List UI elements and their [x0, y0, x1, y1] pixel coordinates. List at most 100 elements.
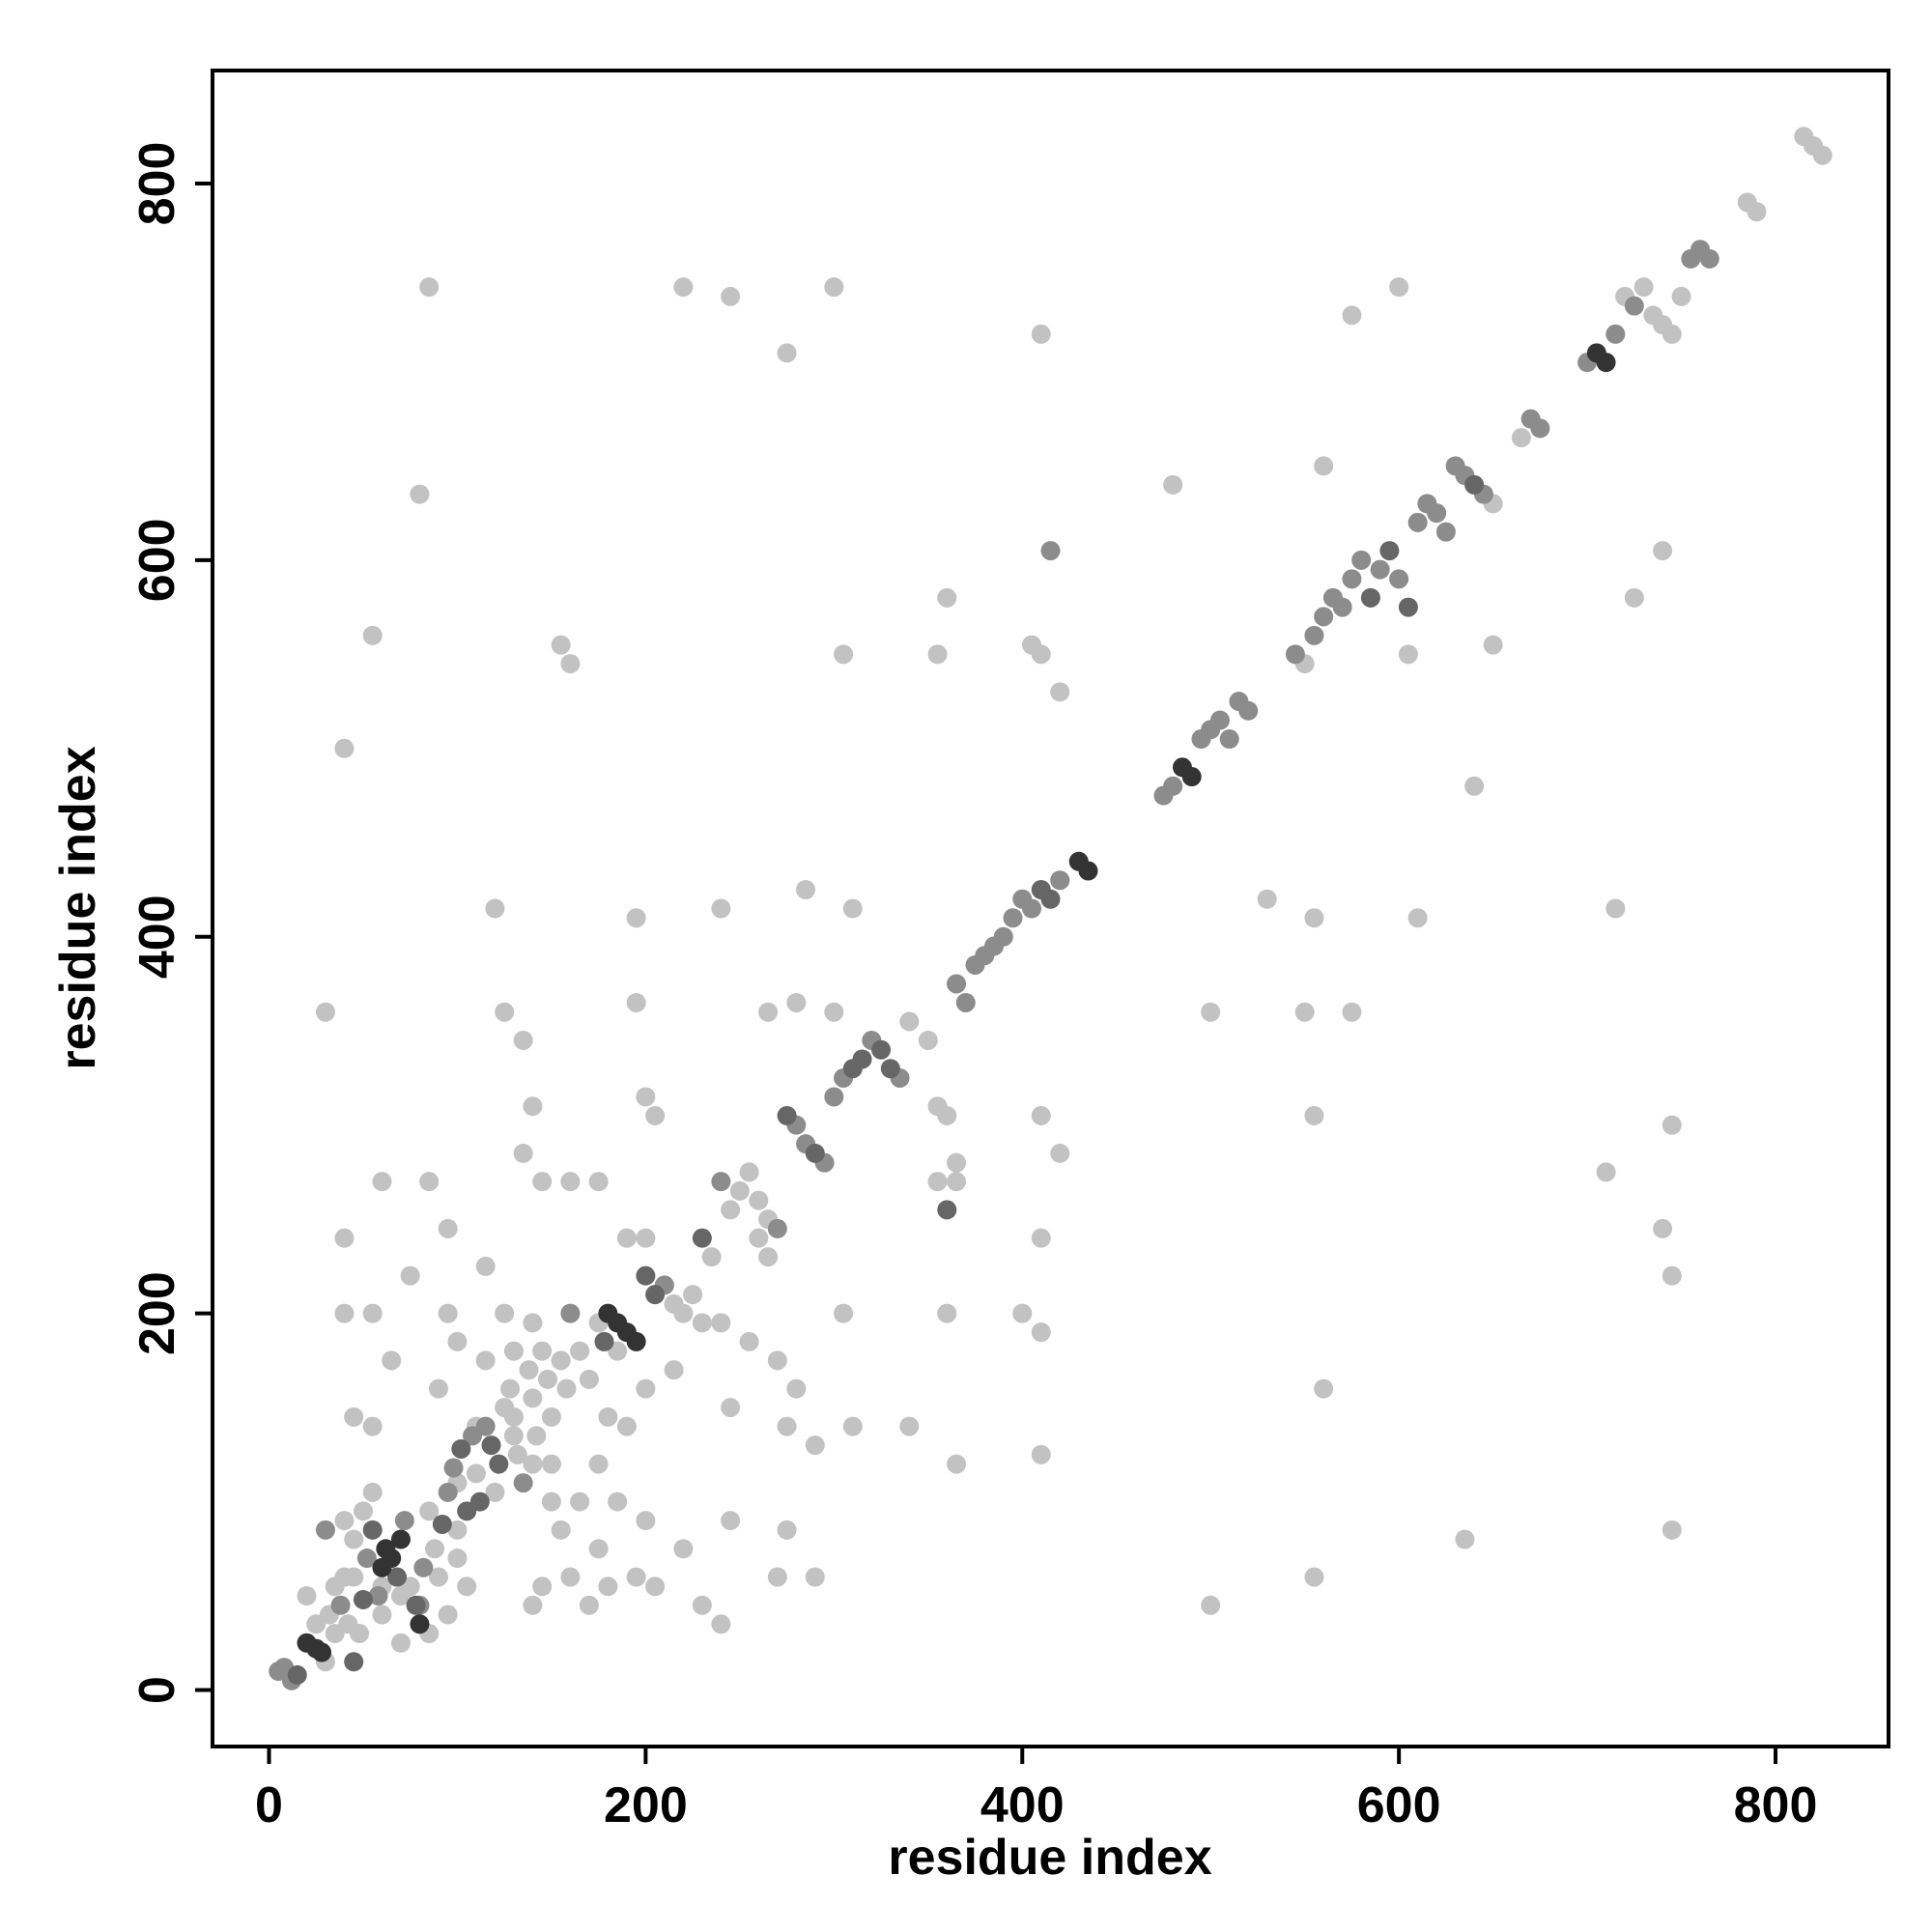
- scatter-point: [425, 1539, 445, 1559]
- scatter-point: [598, 1577, 618, 1597]
- scatter-point: [410, 484, 430, 504]
- scatter-point: [523, 1096, 543, 1117]
- scatter-point: [749, 1228, 769, 1248]
- scatter-point: [1398, 597, 1418, 617]
- scatter-point: [419, 1501, 440, 1521]
- scatter-point: [334, 1511, 355, 1531]
- scatter-point: [538, 1369, 557, 1389]
- scatter-point: [626, 1331, 646, 1351]
- scatter-point: [673, 277, 694, 298]
- scatter-point: [394, 1511, 414, 1531]
- scatter-point: [1031, 1322, 1051, 1343]
- scatter-point: [1031, 1228, 1051, 1248]
- scatter-point: [532, 1172, 553, 1192]
- y-tick-label: 400: [129, 895, 185, 979]
- scatter-point: [1662, 1265, 1682, 1286]
- scatter-point: [937, 1105, 957, 1125]
- scatter-point: [532, 1577, 553, 1597]
- scatter-point: [560, 654, 581, 674]
- scatter-point: [598, 1406, 618, 1427]
- scatter-point: [1634, 277, 1654, 298]
- scatter-point: [721, 1511, 741, 1531]
- scatter-point: [1304, 625, 1324, 645]
- scatter-point: [880, 1059, 900, 1079]
- scatter-point: [1304, 908, 1324, 928]
- scatter-point: [721, 1200, 741, 1220]
- scatter-point: [419, 1172, 440, 1192]
- scatter-point: [871, 1039, 892, 1060]
- scatter-point: [500, 1378, 521, 1399]
- scatter-point: [834, 644, 854, 665]
- scatter-point: [1370, 559, 1390, 580]
- scatter-point: [842, 898, 863, 919]
- scatter-point: [626, 908, 646, 928]
- scatter-point: [645, 1285, 666, 1305]
- scatter-point: [767, 1567, 787, 1587]
- scatter-point: [834, 1303, 854, 1323]
- scatter-point: [1285, 644, 1305, 665]
- scatter-point: [729, 1180, 750, 1201]
- scatter-point: [579, 1369, 599, 1389]
- scatter-point: [1050, 1143, 1070, 1163]
- scatter-point: [711, 898, 731, 919]
- scatter-point: [513, 1030, 533, 1050]
- scatter-point: [1201, 1595, 1221, 1615]
- scatter-point: [1407, 908, 1428, 928]
- scatter-point: [636, 1087, 656, 1107]
- scatter-point: [947, 1172, 967, 1192]
- scatter-point: [400, 1265, 420, 1286]
- scatter-point: [1022, 898, 1042, 919]
- scatter-point: [786, 1378, 807, 1399]
- scatter-point: [993, 926, 1013, 947]
- scatter-point: [711, 1172, 731, 1192]
- scatter-point: [475, 1350, 496, 1371]
- plot-frame: [211, 69, 1890, 1748]
- scatter-point: [937, 1303, 957, 1323]
- scatter-point: [701, 1247, 722, 1267]
- scatter-point: [410, 1614, 430, 1634]
- x-tick-label: 400: [980, 1777, 1065, 1833]
- scatter-point: [353, 1501, 373, 1521]
- scatter-point: [551, 1520, 571, 1540]
- scatter-point: [541, 1492, 561, 1512]
- scatter-point: [758, 1002, 779, 1022]
- scatter-point: [570, 1492, 590, 1512]
- scatter-point: [1427, 503, 1447, 524]
- scatter-point: [1201, 1002, 1221, 1022]
- y-tick-label: 600: [129, 518, 185, 602]
- scatter-point: [523, 1595, 543, 1615]
- scatter-point: [541, 1454, 561, 1474]
- scatter-point: [645, 1577, 666, 1597]
- scatter-point: [306, 1614, 327, 1634]
- scatter-point: [447, 1331, 468, 1351]
- scatter-point: [519, 1360, 539, 1380]
- scatter-point: [481, 1435, 501, 1456]
- scatter-point: [824, 277, 844, 298]
- scatter-point: [1455, 1529, 1475, 1549]
- scatter-point: [570, 1341, 590, 1361]
- x-axis-title: residue index: [888, 1830, 1211, 1886]
- scatter-point: [767, 1350, 787, 1371]
- scatter-point: [1653, 1218, 1673, 1238]
- scatter-point: [918, 1030, 938, 1050]
- scatter-point: [1050, 682, 1070, 702]
- scatter-point: [1662, 1115, 1682, 1135]
- scatter-point: [428, 1378, 448, 1399]
- scatter-point: [1605, 898, 1626, 919]
- scatter-point: [1351, 550, 1372, 570]
- scatter-point: [1181, 767, 1202, 787]
- scatter-point: [315, 1002, 335, 1022]
- scatter-point: [368, 1586, 388, 1606]
- scatter-point: [438, 1218, 458, 1238]
- scatter-point: [711, 1313, 731, 1333]
- scatter-point: [588, 1454, 609, 1474]
- scatter-point: [645, 1105, 666, 1125]
- scatter-point: [1332, 597, 1352, 617]
- scatter-point: [616, 1228, 637, 1248]
- scatter-point: [1483, 635, 1503, 655]
- scatter-point: [560, 1303, 581, 1323]
- scatter-point: [475, 1256, 496, 1276]
- scatter-point: [721, 1398, 741, 1418]
- scatter-point: [899, 1011, 920, 1032]
